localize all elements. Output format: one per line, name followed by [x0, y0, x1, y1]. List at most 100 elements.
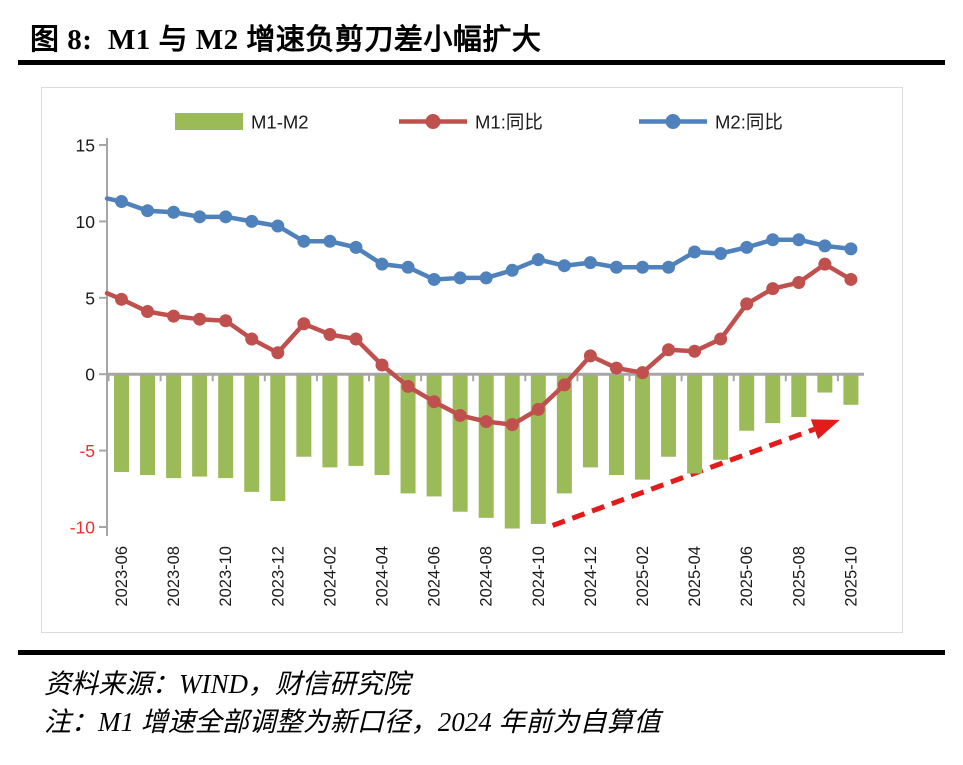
point-M2:同比-2024-03: [349, 240, 363, 254]
point-M1:同比-2025-03: [662, 343, 676, 357]
bar-2023-09: [192, 374, 208, 477]
x-tick-label: 2025-06: [738, 546, 756, 607]
legend-label-M1:同比: M1:同比: [475, 112, 543, 133]
figure-title: 图 8: M1 与 M2 增速负剪刀差小幅扩大: [30, 24, 542, 56]
legend-label-M2:同比: M2:同比: [715, 112, 783, 133]
point-M2:同比-2025-04: [688, 245, 702, 259]
legend-swatch-M1-M2: [175, 113, 243, 130]
trend-arrow-line: [551, 426, 816, 528]
chart-container: 15 10 5 0 -5 -10 2023-06 2023-08 2023-10 2023-12 2…: [41, 87, 903, 633]
point-M1:同比-2024-02: [323, 327, 337, 341]
point-M2:同比-2025-08: [792, 233, 806, 247]
point-M1:同比-2023-11: [245, 332, 259, 346]
source-note: 资料来源：WIND，财信研究院: [44, 669, 410, 699]
x-tick-label: 2024-02: [321, 546, 339, 607]
point-M1:同比-2024-03: [349, 332, 363, 346]
bar-2023-11: [244, 374, 260, 492]
x-tick-label: 2025-10: [842, 546, 860, 607]
bar-2025-01: [608, 374, 624, 476]
bar-2025-05: [713, 374, 729, 460]
bar-2023-10: [218, 374, 234, 479]
point-M2:同比-2023-11: [245, 214, 259, 228]
y-tick-label: 15: [76, 136, 95, 156]
point-M1:同比-2024-05: [401, 379, 415, 393]
x-tick-label: 2024-08: [478, 546, 496, 607]
x-tick-label: 2024-06: [426, 546, 444, 607]
point-M2:同比-2025-06: [740, 240, 754, 254]
point-M1:同比-2025-05: [714, 332, 728, 346]
point-M1:同比-2025-01: [609, 361, 623, 375]
x-tick-label: 2024-04: [374, 546, 392, 607]
point-M1:同比-2024-10: [531, 402, 545, 416]
x-tick-label: 2023-10: [217, 546, 235, 607]
point-M2:同比-2024-09: [505, 263, 519, 277]
point-M2:同比-2024-11: [557, 259, 571, 273]
title-underline: [18, 60, 945, 65]
point-M2:同比-2025-02: [636, 260, 649, 274]
legend-label-M1-M2: M1-M2: [251, 112, 309, 133]
bar-2024-05: [400, 374, 416, 494]
point-M1:同比-2025-04: [688, 344, 702, 358]
bar-2023-12: [270, 374, 286, 502]
point-M1:同比-2024-07: [453, 408, 467, 422]
point-M2:同比-2024-12: [583, 256, 597, 270]
bar-2025-08: [791, 374, 807, 417]
point-M2:同比-2024-04: [375, 257, 389, 271]
bar-2024-07: [452, 374, 468, 512]
x-tick-label: 2023-12: [269, 546, 287, 607]
point-M1:同比-2023-07: [141, 305, 155, 319]
point-M1:同比-2025-10: [844, 272, 858, 286]
x-tick-label: 2025-04: [686, 546, 704, 607]
point-M1:同比-2025-09: [818, 257, 832, 271]
point-M2:同比-2025-10: [844, 242, 858, 256]
point-M1:同比-2024-12: [583, 349, 597, 363]
point-M2:同比-2023-08: [167, 205, 181, 219]
bar-2025-04: [687, 374, 703, 474]
bar-2024-09: [504, 374, 520, 529]
point-M1:同比-2025-06: [740, 297, 754, 311]
point-M1:同比-2024-08: [479, 415, 493, 429]
bar-2024-01: [296, 374, 312, 457]
x-tick-label: 2025-02: [634, 546, 652, 607]
figure-note: 注：M1 增速全部调整为新口径，2024 年前为自算值: [44, 707, 661, 737]
y-tick-label: 0: [85, 365, 95, 385]
bar-2023-08: [166, 374, 182, 479]
bar-2024-03: [348, 374, 364, 466]
bar-2024-12: [582, 374, 598, 468]
point-M2:同比-2024-08: [479, 271, 493, 285]
bar-2023-07: [140, 374, 156, 476]
point-M2:同比-2024-07: [453, 271, 467, 285]
point-M1:同比-2023-06: [115, 292, 128, 306]
point-M1:同比-2024-04: [375, 358, 389, 372]
bar-2024-10: [530, 374, 546, 524]
bar-2025-02: [635, 374, 650, 480]
point-M2:同比-2023-10: [219, 210, 233, 224]
point-M1:同比-2024-11: [557, 378, 571, 392]
point-M2:同比-2025-01: [609, 260, 623, 274]
legend-marker-M2:同比: [665, 114, 681, 129]
bar-2025-10: [843, 374, 859, 405]
point-M1:同比-2023-10: [219, 314, 233, 328]
point-M2:同比-2025-07: [766, 233, 780, 247]
bar-2025-03: [661, 374, 677, 457]
point-M1:同比-2024-01: [297, 317, 311, 331]
point-M2:同比-2024-06: [427, 272, 441, 286]
line-M2:同比: [104, 196, 854, 282]
point-M2:同比-2023-09: [193, 210, 207, 224]
bar-2024-02: [322, 374, 338, 468]
point-M2:同比-2024-02: [323, 234, 337, 248]
bar-2024-08: [478, 374, 494, 518]
footer-divider: [18, 650, 945, 655]
y-tick-label: -5: [79, 441, 95, 461]
point-M1:同比-2024-09: [505, 418, 519, 432]
chart-svg: 15 10 5 0 -5 -10 2023-06 2023-08 2023-10 2023-12 2…: [70, 112, 864, 607]
bar-2025-06: [739, 374, 755, 431]
point-M2:同比-2025-09: [818, 239, 832, 253]
y-tick-label: 5: [85, 288, 95, 308]
point-M2:同比-2024-01: [297, 234, 311, 248]
x-tick-label: 2024-10: [530, 546, 548, 607]
point-M1:同比-2023-09: [193, 312, 207, 326]
bar-2024-06: [426, 374, 442, 497]
bar-2025-07: [765, 374, 781, 424]
